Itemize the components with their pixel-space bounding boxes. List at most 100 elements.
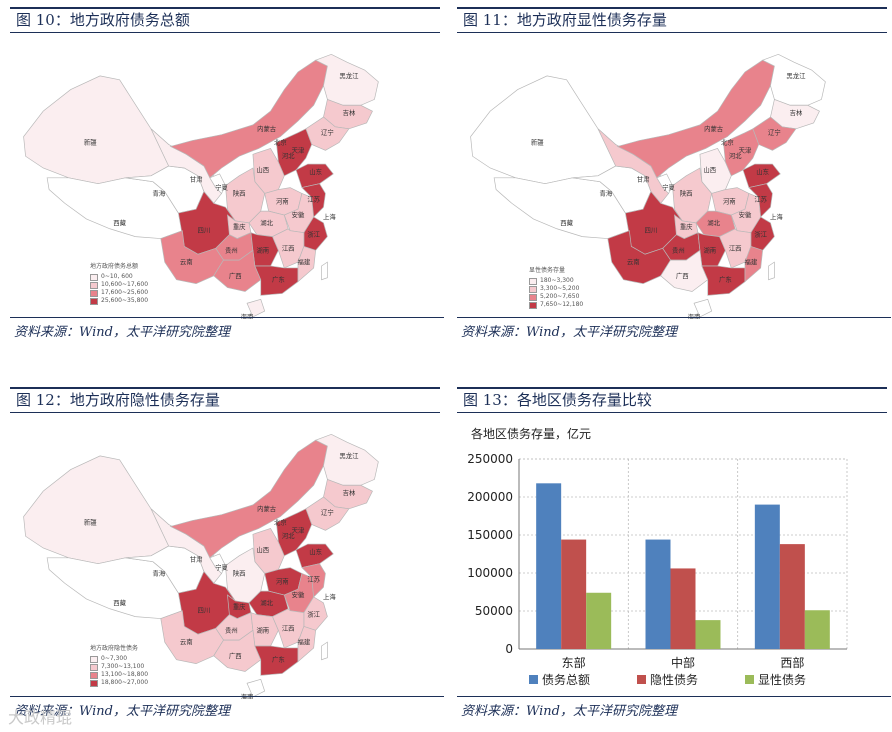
map-legend: 地方政府债务总额 0~10, 600 10,600~17,600 17,600~25,… [90,263,148,305]
legend-item: 0~10, 600 [90,273,148,281]
legend-swatch [529,301,537,309]
province-taiwan [321,641,328,661]
province-label-xinjiang: 新疆 [84,517,97,526]
legend-title: 显性债务存量 [529,267,566,274]
province-label-guangxi: 广西 [229,271,242,280]
province-label-heilongjiang: 黑龙江 [786,71,806,80]
legend-label: 0~7,300 [101,655,128,662]
source-note: 资料来源：Wind，太平洋研究院整理 [10,696,444,719]
province-label-henan: 河南 [276,576,289,585]
bar [670,568,696,649]
bar [645,539,671,649]
province-label-tianjin: 天津 [292,146,305,154]
legend-label: 7,300~13,100 [101,663,145,670]
province-neimenggu [616,59,775,179]
province-xinjiang [23,455,169,565]
province-label-hebei: 河北 [729,152,742,160]
province-label-xizang: 西藏 [113,218,126,227]
legend-label: 17,600~25,600 [101,289,149,296]
panel-title: 图 13：各地区债务存量比较 [457,387,887,413]
legend-item: 3,300~5,200 [529,285,583,293]
legend-swatch [90,671,98,679]
legend-swatch [529,277,537,285]
x-tick-label: 西部 [780,655,804,670]
province-label-ningxia: 宁夏 [215,563,228,572]
province-label-zhejiang: 浙江 [307,230,320,239]
province-neimenggu [169,59,328,179]
province-jiangsu [301,183,326,218]
province-label-xinjiang: 新疆 [531,137,544,146]
legend-swatch [90,297,98,305]
panel-fig10: 图 10：地方政府债务总额 新疆 西藏 青海 甘肃 宁夏 内蒙古 黑龙江 吉林 辽宁 河北 山西 陕西… [10,7,444,340]
province-label-yunnan: 云南 [180,637,193,646]
province-label-shandong: 山东 [309,167,322,176]
province-hainan [246,678,266,698]
legend-swatch [90,281,98,289]
province-label-shanghai: 上海 [323,592,336,601]
province-label-beijing: 北京 [274,517,287,526]
province-label-jiangxi: 江西 [282,624,295,632]
x-tick-label: 东部 [562,655,586,670]
province-label-tianjin: 天津 [739,146,752,154]
province-liaoning [752,116,797,151]
province-label-ningxia: 宁夏 [215,183,228,192]
province-label-gansu: 甘肃 [637,175,650,184]
bar [586,592,612,649]
bar [561,539,587,649]
province-label-jiangsu: 江苏 [754,194,767,203]
legend-label: 18,800~27,000 [101,679,149,686]
province-label-guangdong: 广东 [272,655,285,664]
province-label-anhui: 安徽 [292,210,305,219]
province-label-gansu: 甘肃 [190,175,203,184]
legend-item: 13,100~18,800 [90,671,148,679]
province-liaoning [305,116,350,151]
province-label-hainan: 海南 [241,692,254,699]
province-label-jiangsu: 江苏 [307,574,320,583]
province-xinjiang [470,75,616,185]
panel-title: 图 11：地方政府显性债务存量 [457,7,887,33]
province-label-shandong: 山东 [309,547,322,556]
legend-swatch [90,655,98,663]
province-label-jilin: 吉林 [343,108,356,117]
province-jiangsu [748,183,773,218]
bar-chart: 0 50000 100000 150000 200000 250000 东部 中部 西部债务总额… [467,452,848,687]
legend-title: 地方政府债务总额 [90,263,139,270]
legend-swatch [90,679,98,687]
province-label-neimenggu: 内蒙古 [257,504,277,513]
province-label-henan: 河南 [276,196,289,205]
province-label-qinghai: 青海 [152,568,165,577]
province-hainan [246,298,266,318]
province-label-qinghai: 青海 [599,188,612,197]
province-label-hubei: 湖北 [260,218,273,227]
y-tick-label: 250000 [467,452,513,466]
province-jiangsu [301,563,326,598]
province-label-sichuan: 四川 [198,607,211,615]
province-fujian [297,625,317,663]
legend-swatch [90,663,98,671]
province-label-fujian: 福建 [298,257,311,266]
legend-swatch [637,675,646,684]
legend-item: 5,200~7,650 [529,293,583,301]
legend-label: 13,100~18,800 [101,671,149,678]
legend-label: 25,600~35,800 [101,297,149,304]
province-label-beijing: 北京 [721,137,734,146]
province-label-sichuan: 四川 [645,227,658,235]
province-label-hunan: 湖南 [256,625,269,634]
legend-swatch [529,285,537,293]
legend-item: 0~7,300 [90,655,148,663]
chart-subtitle: 各地区债务存量，亿元 [471,427,592,441]
legend-label: 隐性债务 [650,672,698,687]
province-label-xizang: 西藏 [113,598,126,607]
legend-label: 7,650~12,180 [540,301,584,308]
province-label-hunan: 湖南 [256,245,269,254]
panel-fig12: 图 12：地方政府隐性债务存量 新疆 西藏 青海 甘肃 宁夏 内蒙古 黑龙江 吉林 辽宁 河北 山西… [10,387,444,719]
province-label-guizhou: 贵州 [672,245,685,254]
legend-item: 10,600~17,600 [90,281,148,289]
panel-fig13: 图 13：各地区债务存量比较 各地区债务存量，亿元 0 50000 100000 15… [457,387,891,719]
province-label-jiangxi: 江西 [282,244,295,252]
y-tick-label: 0 [505,642,513,656]
province-label-hunan: 湖南 [703,245,716,254]
